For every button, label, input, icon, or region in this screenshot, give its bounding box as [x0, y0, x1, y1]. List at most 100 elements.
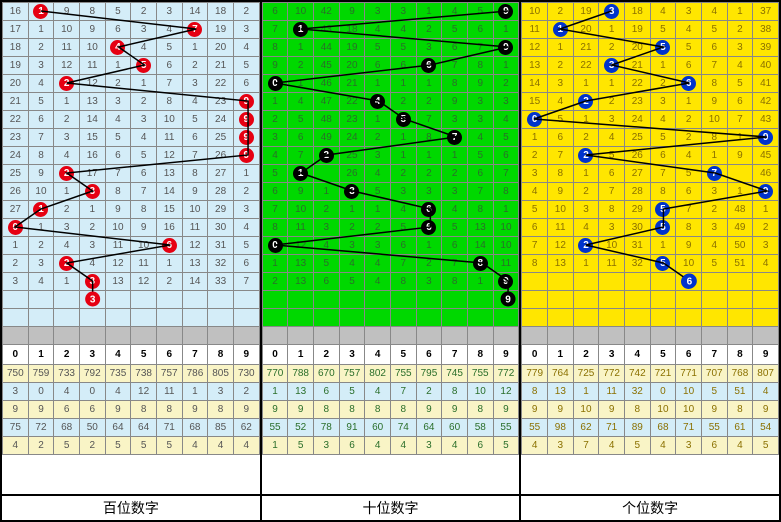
footer-label-units: 个位数字 [521, 496, 779, 520]
cell: 2 [573, 93, 599, 111]
cell: 2 [573, 129, 599, 147]
stats-row: 55527891607464605855 [262, 419, 519, 437]
stats-row: 55986271896871556154 [522, 419, 779, 437]
cell: 2 [105, 75, 131, 93]
cell: 0 [522, 111, 548, 129]
cell [390, 309, 416, 327]
ball-icon: 5 [655, 220, 670, 235]
cell: 11 [79, 57, 105, 75]
stats-cell: 2 [233, 383, 259, 401]
cell: 23 [624, 93, 650, 111]
cell: 8 [467, 57, 493, 75]
stats-cell: 0 [79, 383, 105, 401]
cell: 39 [753, 39, 779, 57]
cell [105, 291, 131, 309]
cell: 7 [442, 255, 468, 273]
ball-icon: 3 [85, 274, 100, 289]
stats-cell: 12 [493, 383, 519, 401]
cell [467, 291, 493, 309]
cell: 2 [365, 129, 391, 147]
stats-cell: 51 [727, 383, 753, 401]
stats-row: 779764725772742721771707768807 [522, 365, 779, 383]
stats-cell: 3 [548, 437, 574, 455]
cell: 1 [390, 75, 416, 93]
cell: 12 [522, 39, 548, 57]
cell: 7 [28, 129, 54, 147]
stats-cell: 8 [156, 401, 182, 419]
cell: 6 [676, 57, 702, 75]
cell: 2 [339, 219, 365, 237]
cell: 11 [548, 219, 574, 237]
cell: 1 [131, 75, 157, 93]
cell: 7 [442, 57, 468, 75]
cell: 8 [156, 93, 182, 111]
stats-cell: 55 [262, 419, 288, 437]
header-cell: 8 [467, 345, 493, 365]
cell: 11 [182, 219, 208, 237]
stats-cell: 4 [365, 437, 391, 455]
header-cell: 0 [262, 345, 288, 365]
cell: 10 [599, 237, 625, 255]
cell [548, 291, 574, 309]
cell: 1 [650, 237, 676, 255]
cell: 4 [262, 147, 288, 165]
stats-cell: 9 [416, 401, 442, 419]
cell: 4 [182, 93, 208, 111]
stats-cell: 9 [442, 401, 468, 419]
cell: 4 [676, 147, 702, 165]
cell [624, 273, 650, 291]
cell: 13 [156, 165, 182, 183]
stats-cell: 98 [548, 419, 574, 437]
stats-cell: 795 [416, 365, 442, 383]
cell: 5 [365, 183, 391, 201]
stats-cell: 72 [28, 419, 54, 437]
cell: 12 [288, 237, 314, 255]
cell: 5 [701, 255, 727, 273]
cell: 5 [442, 21, 468, 39]
cell: 21 [573, 39, 599, 57]
cell: 1 [262, 255, 288, 273]
ball-icon: 2 [319, 148, 334, 163]
cell: 9 [182, 183, 208, 201]
stats-cell: 9 [548, 401, 574, 419]
cell: 5 [599, 147, 625, 165]
cell: 19 [208, 21, 234, 39]
cell: 21 [3, 93, 29, 111]
cell: 4 [493, 111, 519, 129]
cell: 1 [416, 237, 442, 255]
stats-cell: 792 [79, 365, 105, 383]
cell: 10 [701, 111, 727, 129]
stats-cell: 68 [650, 419, 676, 437]
cell [753, 273, 779, 291]
cell: 4 [79, 255, 105, 273]
cell: 26 [208, 147, 234, 165]
cell: 3 [339, 237, 365, 255]
cell: 8 [493, 183, 519, 201]
cell: 1 [182, 39, 208, 57]
cell: 5 [442, 219, 468, 237]
stats-cell: 4 [3, 437, 29, 455]
stats-cell: 78 [313, 419, 339, 437]
cell: 1 [156, 255, 182, 273]
cell: 9 [753, 129, 779, 147]
cell: 11 [131, 255, 157, 273]
stats-cell: 786 [182, 365, 208, 383]
header-cell: 3 [599, 345, 625, 365]
cell: 43 [313, 21, 339, 39]
cell: 14 [182, 273, 208, 291]
stats-cell: 1 [262, 383, 288, 401]
cell: 1 [573, 165, 599, 183]
cell: 2 [522, 147, 548, 165]
header-cell: 6 [416, 345, 442, 365]
cell: 9 [54, 3, 80, 21]
cell: 4 [365, 93, 391, 111]
stats-cell: 75 [3, 419, 29, 437]
cell: 30 [208, 219, 234, 237]
cell: 1 [467, 273, 493, 291]
stats-cell: 802 [365, 365, 391, 383]
cell: 6 [442, 237, 468, 255]
cell: 7 [467, 183, 493, 201]
cell: 8 [416, 129, 442, 147]
ball-icon: 6 [162, 238, 177, 253]
cell: 10 [28, 183, 54, 201]
